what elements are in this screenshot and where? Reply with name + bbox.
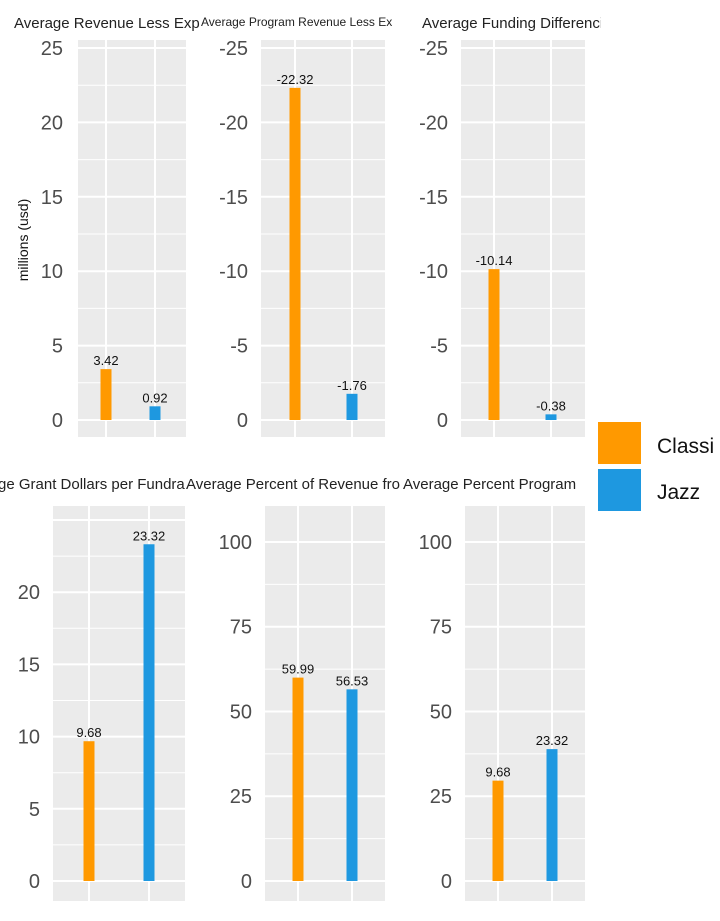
y-tick-label: 100 (219, 532, 252, 554)
data-label: 3.42 (93, 353, 118, 368)
panel-3: -25 -20 -15 -10 -5 0 -10.14 -0.38 Average Fundin… (419, 15, 615, 437)
y-tick-label: -10 (219, 261, 248, 283)
y-tick-label: -25 (219, 38, 248, 60)
panel-background (53, 506, 185, 901)
panel-1: 25 20 15 10 5 0 3.42 0.92 Average Revenue Less E… (14, 15, 200, 437)
y-tick-label: -10 (419, 261, 448, 283)
bar-classical (83, 741, 95, 881)
bar-classical (292, 677, 304, 881)
bar-jazz (546, 749, 558, 881)
data-label: 23.32 (536, 733, 569, 748)
data-label: -22.32 (277, 72, 314, 87)
y-tick-label: 20 (18, 582, 40, 604)
y-tick-label: 50 (430, 701, 452, 723)
y-tick-label: 50 (230, 701, 252, 723)
panel-2: -25 -20 -15 -10 -5 0 -22.32 -1.76 Average Progra… (201, 15, 392, 437)
legend: Classi Jazz (598, 422, 714, 511)
panel-title: ge Grant Dollars per Fundra (0, 476, 185, 493)
legend-key-jazz (598, 469, 641, 511)
y-tick-label: 0 (437, 410, 448, 432)
y-tick-label: 15 (18, 654, 40, 676)
panel-6: 100 75 50 25 0 9.68 23.32 Average Percent Progr… (403, 476, 585, 901)
panel-4: 20 15 10 5 0 9.68 23.32 ge Grant Dollars per Fu… (0, 476, 185, 901)
y-tick-label: 25 (41, 38, 63, 60)
y-tick-label: 75 (230, 617, 252, 639)
bar-jazz (149, 406, 161, 420)
data-label: -0.38 (536, 398, 566, 413)
y-tick-label: -15 (219, 187, 248, 209)
bar-classical (488, 269, 500, 420)
y-tick-label: 5 (52, 336, 63, 358)
y-axis-label: millions (usd) (15, 199, 31, 281)
y-tick-label: 100 (419, 532, 452, 554)
y-tick-label: 5 (29, 799, 40, 821)
panel-title: Average Percent of Revenue fro (186, 476, 400, 493)
y-tick-label: 0 (237, 410, 248, 432)
y-tick-label: 75 (430, 617, 452, 639)
data-label: 9.68 (76, 725, 101, 740)
panel-background (78, 40, 186, 437)
y-tick-label: -15 (419, 187, 448, 209)
panel-5: 100 75 50 25 0 59.99 56.53 Average Percent of R… (186, 476, 400, 901)
bar-classical (492, 780, 504, 881)
y-tick-label: 0 (52, 410, 63, 432)
panel-title: Average Revenue Less Exp (14, 15, 200, 32)
y-tick-label: 10 (41, 261, 63, 283)
panel-title: Average Funding Differencial (422, 15, 615, 32)
y-tick-label: 0 (441, 871, 452, 893)
data-label: 59.99 (282, 662, 315, 677)
panel-background (261, 40, 385, 437)
y-tick-label: 0 (29, 871, 40, 893)
y-tick-label: 0 (241, 871, 252, 893)
y-tick-label: -20 (219, 112, 248, 134)
data-label: 0.92 (142, 390, 167, 405)
panel-title: Average Percent Program (403, 476, 576, 493)
data-label: 9.68 (485, 765, 510, 780)
panel-title: Average Program Revenue Less Ex (201, 15, 392, 29)
y-tick-label: 20 (41, 112, 63, 134)
bar-classical (100, 369, 112, 420)
bar-jazz (545, 414, 557, 420)
bar-jazz (346, 689, 358, 881)
panel-background (461, 40, 585, 437)
y-tick-label: 10 (18, 727, 40, 749)
data-label: 56.53 (336, 673, 369, 688)
bar-jazz (143, 544, 155, 881)
data-label: -10.14 (476, 253, 513, 268)
y-tick-label: 25 (430, 786, 452, 808)
legend-key-classical (598, 422, 641, 464)
y-tick-label: -25 (419, 38, 448, 60)
y-tick-label: -5 (430, 336, 448, 358)
bar-jazz (346, 393, 358, 420)
y-tick-label: -5 (230, 336, 248, 358)
legend-overlap (585, 392, 601, 438)
data-label: -1.76 (337, 378, 367, 393)
y-tick-label: -20 (419, 112, 448, 134)
y-tick-label: 15 (41, 187, 63, 209)
y-tick-label: 25 (230, 786, 252, 808)
bar-classical (289, 87, 301, 420)
panel-background (465, 506, 585, 901)
panel-background (265, 506, 385, 901)
legend-label-jazz: Jazz (657, 481, 700, 504)
legend-label-classical: Classi (657, 435, 714, 458)
data-label: 23.32 (133, 528, 166, 543)
